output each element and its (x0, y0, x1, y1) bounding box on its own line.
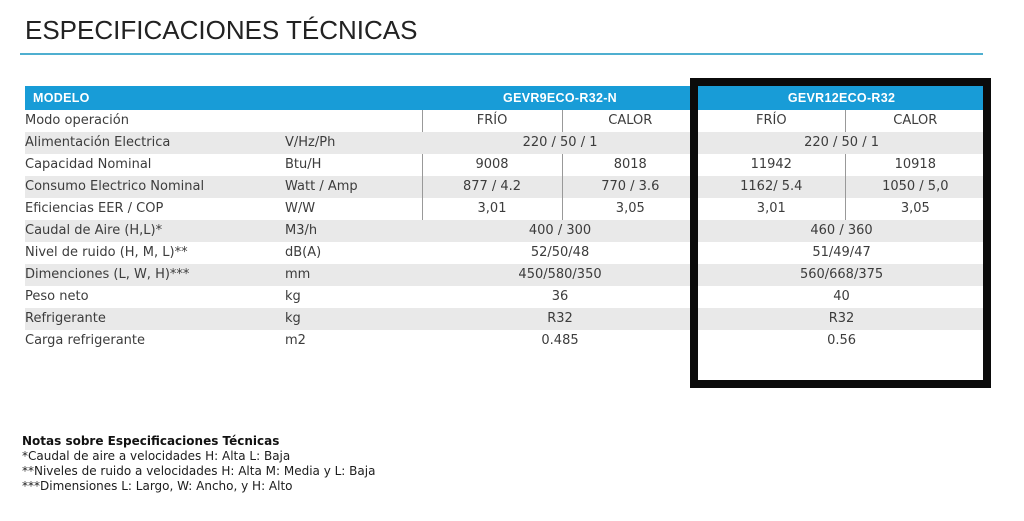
unit-label (285, 110, 422, 132)
param-label: Alimentación Electrica (25, 135, 171, 151)
unit-label: Watt / Amp (285, 179, 358, 195)
value-m1-frio: 9008 (421, 153, 563, 176)
notes-section: Notas sobre Especificaciones Técnicas *C… (22, 434, 1024, 494)
param-label: Caudal de Aire (H,L)* (25, 223, 163, 239)
mode-m2-calor: CALOR (844, 109, 986, 132)
value-m1: 220 / 50 / 1 (522, 135, 598, 151)
value-m2-frio: 11942 (750, 157, 792, 173)
title-underline (20, 52, 983, 55)
value-m2: R32 (828, 311, 855, 327)
table-row-alimentacion: Alimentación Electrica V/Hz/Ph 220 / 50 … (25, 131, 986, 154)
value-m1: R32 (547, 311, 573, 327)
spec-sheet-page: ESPECIFICACIONES TÉCNICAS MODELO GEVR9EC… (0, 16, 1024, 521)
value-m2: 220 / 50 / 1 (804, 135, 879, 151)
header-modelo: MODELO (33, 90, 90, 105)
table-row-caudal: Caudal de Aire (H,L)* M3/h 400 / 300 460… (25, 219, 986, 242)
value-m1: 52/50/48 (530, 245, 590, 261)
table-row-refrigerante: Refrigerante kg R32 R32 (25, 307, 986, 330)
value-m2: 560/668/375 (799, 267, 884, 283)
table-row-ruido: Nivel de ruido (H, M, L)** dB(A) 52/50/4… (25, 242, 985, 264)
table-header-row: MODELO GEVR9ECO-R32-N GEVR12ECO-R32 (25, 85, 986, 110)
unit-label: mm (285, 267, 311, 283)
table-row-capacidad: Capacidad Nominal Btu/H 9008 8018 11942 … (25, 153, 986, 176)
value-m2: 51/49/47 (812, 245, 871, 261)
value-m1-frio: 877 / 4.2 (421, 175, 563, 198)
note-ruido: **Niveles de ruido a velocidades H: Alta… (22, 463, 376, 478)
value-m1-calor: 770 / 3.6 (561, 175, 699, 198)
param-label: Capacidad Nominal (25, 157, 152, 173)
param-label: Modo operación (25, 113, 129, 129)
unit-label: Btu/H (285, 157, 322, 173)
param-label: Eficiencias EER / COP (25, 201, 164, 217)
value-m2-frio: 1162/ 5.4 (740, 179, 803, 195)
table-row-peso: Peso neto kg 36 40 (25, 286, 985, 308)
table-row-eficiencias: Eficiencias EER / COP W/W 3,01 3,05 3,01… (25, 197, 986, 220)
mode-m1-frio: FRÍO (421, 109, 563, 132)
value-m1-frio: 3,01 (421, 197, 563, 220)
unit-label: V/Hz/Ph (285, 135, 336, 151)
mode-m1-calor: CALOR (561, 109, 699, 132)
value-m1-calor: 8018 (561, 153, 699, 176)
unit-label: kg (285, 289, 301, 305)
spec-table-container: MODELO GEVR9ECO-R32-N GEVR12ECO-R32 Modo… (25, 77, 991, 388)
note-dimensiones: ***Dimensiones L: Largo, W: Ancho, y H: … (22, 478, 293, 493)
value-m2: 40 (833, 289, 850, 305)
param-label: Dimenciones (L, W, H)*** (25, 267, 190, 283)
param-label: Nivel de ruido (H, M, L)** (25, 245, 188, 261)
param-label: Peso neto (25, 289, 89, 305)
value-m2: 460 / 360 (810, 223, 873, 239)
unit-label: M3/h (285, 223, 318, 239)
header-model-1: GEVR9ECO-R32-N (503, 90, 617, 105)
value-m2-frio: 3,01 (756, 201, 786, 217)
value-m2-calor: 3,05 (844, 197, 986, 220)
value-m1: 0.485 (541, 333, 579, 349)
param-label: Consumo Electrico Nominal (25, 179, 205, 195)
table-row-modo-operacion: Modo operación FRÍO CALOR FRÍO CALOR (25, 109, 986, 132)
value-m2-calor: 10918 (844, 153, 986, 176)
value-m1: 400 / 300 (528, 223, 592, 239)
table-row-consumo: Consumo Electrico Nominal Watt / Amp 877… (25, 175, 986, 198)
mode-m2-frio: FRÍO (755, 113, 787, 129)
value-m1: 36 (551, 289, 569, 305)
note-caudal: *Caudal de aire a velocidades H: Alta L:… (22, 448, 291, 463)
unit-label: dB(A) (285, 245, 322, 261)
header-model-2: GEVR12ECO-R32 (787, 90, 896, 105)
unit-label: kg (285, 311, 301, 327)
param-label: Carga refrigerante (25, 333, 145, 349)
value-m2: 0.56 (827, 333, 857, 349)
unit-label: m2 (285, 333, 306, 349)
unit-label: W/W (285, 201, 316, 217)
table-row-carga: Carga refrigerante m2 0.485 0.56 (25, 330, 985, 352)
page-title: ESPECIFICACIONES TÉCNICAS (25, 15, 418, 45)
value-m1-calor: 3,05 (561, 197, 699, 220)
table-row-dimensiones: Dimenciones (L, W, H)*** mm 450/580/350 … (25, 263, 986, 286)
value-m1: 450/580/350 (518, 267, 602, 283)
notes-heading: Notas sobre Especificaciones Técnicas (22, 433, 280, 448)
param-label: Refrigerante (25, 311, 106, 327)
spec-table: MODELO GEVR9ECO-R32-N GEVR12ECO-R32 Modo… (25, 85, 986, 352)
value-m2-calor: 1050 / 5,0 (844, 175, 986, 198)
